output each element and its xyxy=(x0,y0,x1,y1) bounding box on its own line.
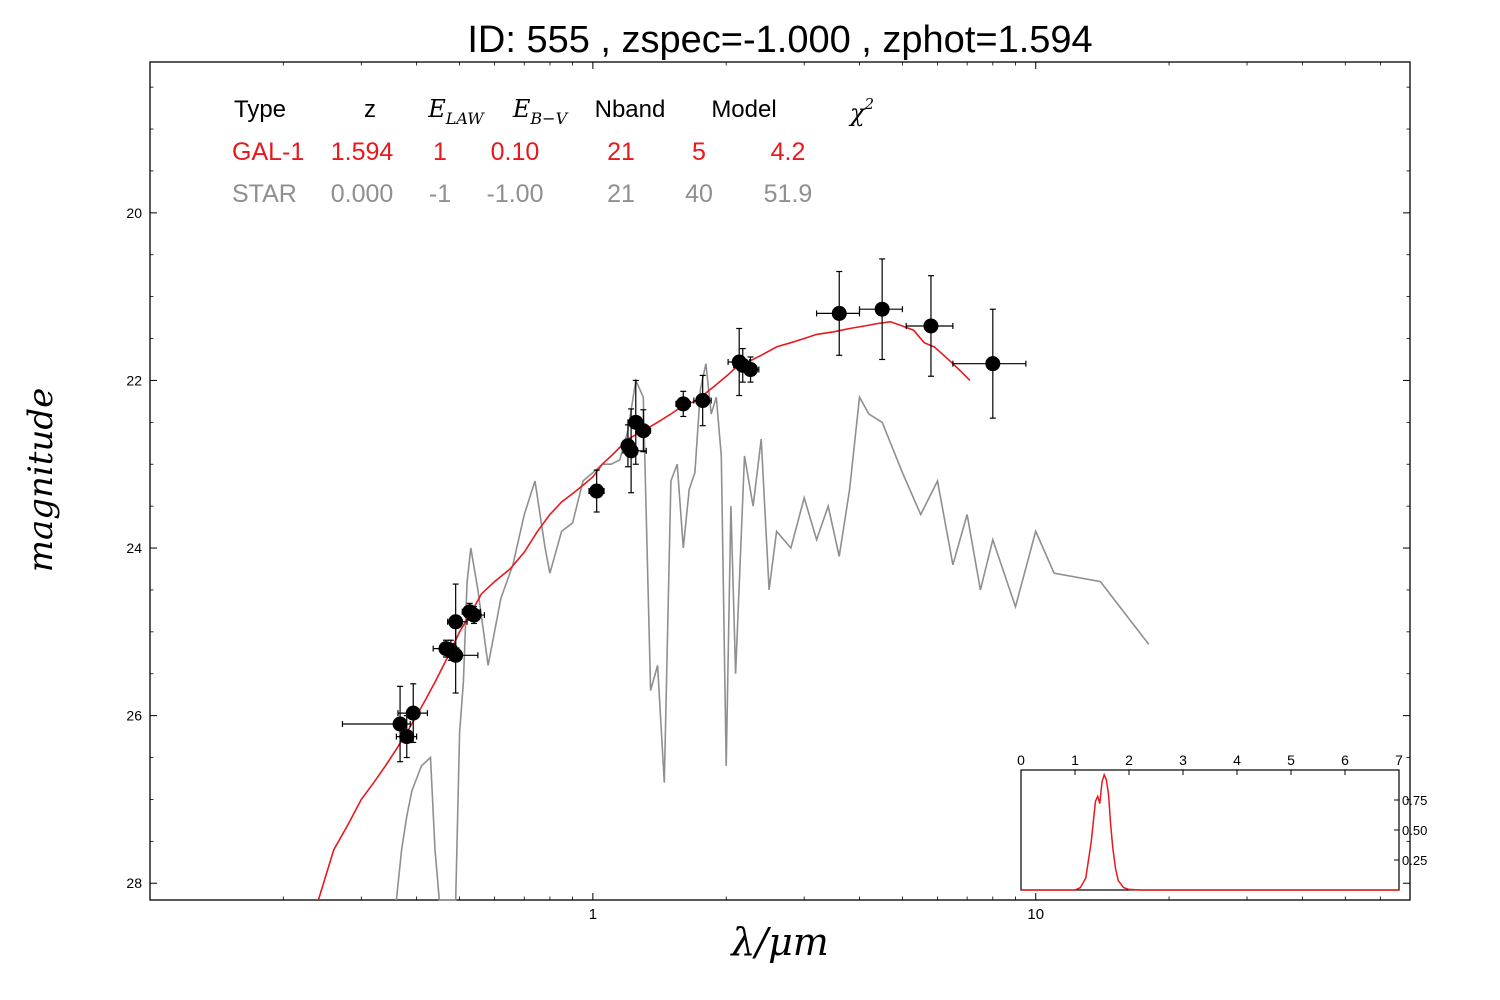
data-point-marker xyxy=(448,614,464,630)
y-tick-label: 20 xyxy=(126,205,142,221)
photometry-point xyxy=(815,270,861,356)
photometry-point xyxy=(341,685,411,763)
fit-table-header: Model xyxy=(711,96,776,123)
inset-y-tick-label: 0.50 xyxy=(1402,823,1427,838)
fit-table-cell: 0.10 xyxy=(491,138,540,166)
inset-x-tick-label: 7 xyxy=(1395,752,1403,768)
photometry-point xyxy=(858,258,904,361)
y-tick-label: 24 xyxy=(126,540,142,556)
fit-table-cell: -1 xyxy=(429,180,451,208)
fit-table: Type z ELAW EB−V Nband Model χ2 GAL-1 1.594 1 0.10… xyxy=(232,95,874,208)
fit-table-cell: 40 xyxy=(685,180,713,208)
y-tick-label: 26 xyxy=(126,708,142,724)
x-tick-label: 10 xyxy=(1027,906,1044,923)
inset-x-tick-label: 2 xyxy=(1125,752,1133,768)
fit-table-cell: 21 xyxy=(607,138,635,166)
data-point-marker xyxy=(874,301,890,317)
pdz-line xyxy=(1021,772,1399,891)
data-point-marker xyxy=(623,443,639,459)
star-model-line xyxy=(395,363,1150,901)
fit-table-header: Nband xyxy=(595,96,666,123)
data-point-marker xyxy=(405,705,421,721)
photometry-point xyxy=(693,374,712,427)
photometry-point xyxy=(397,683,428,744)
data-point-marker xyxy=(985,356,1001,372)
photometry-point xyxy=(447,583,468,661)
y-tick-label: 28 xyxy=(126,875,142,891)
chart-title: ID: 555 , zspec=-1.000 , zphot=1.594 xyxy=(467,19,1092,61)
inset-x-tick-label: 0 xyxy=(1017,752,1025,768)
inset-y-tick-label: 0.75 xyxy=(1402,793,1427,808)
fit-table-header: z xyxy=(364,96,376,123)
data-point-marker xyxy=(923,318,939,334)
inset-frame xyxy=(1020,769,1400,891)
photometry-point xyxy=(675,390,691,418)
photometry-point xyxy=(635,409,652,453)
photometry-points xyxy=(341,258,1027,763)
fit-table-cell: 1.594 xyxy=(331,138,394,166)
photometry-point xyxy=(395,715,418,759)
fit-table-header: ELAW xyxy=(427,95,485,128)
inset-x-tick-label: 5 xyxy=(1287,752,1295,768)
fit-table-cell: 5 xyxy=(692,138,706,166)
inset-x-tick-label: 1 xyxy=(1071,752,1079,768)
photometry-point xyxy=(741,356,760,383)
data-point-marker xyxy=(399,729,415,745)
data-point-marker xyxy=(392,716,408,732)
fit-table-cell: 21 xyxy=(607,180,635,208)
photometry-point xyxy=(588,469,605,513)
fit-table-cell: 0.000 xyxy=(331,180,394,208)
fit-table-cell: -1.00 xyxy=(487,180,544,208)
data-point-marker xyxy=(695,393,711,409)
x-axis-label: λ/μm xyxy=(729,920,829,964)
star-model-series xyxy=(395,363,1150,901)
fit-table-header: EB−V xyxy=(512,95,569,128)
photometry-point xyxy=(466,606,486,625)
inset-x-tick-label: 4 xyxy=(1233,752,1241,768)
photometry-point xyxy=(952,308,1027,419)
photometry-point xyxy=(905,275,954,377)
data-point-marker xyxy=(743,362,759,378)
fit-table-cell: GAL-1 xyxy=(232,138,304,166)
inset-x-tick-label: 6 xyxy=(1341,752,1349,768)
fit-table-cell: STAR xyxy=(232,180,297,208)
fit-table-cell: 1 xyxy=(433,138,447,166)
y-axis-label: magnitude xyxy=(21,388,61,573)
data-point-marker xyxy=(831,305,847,321)
data-point-marker xyxy=(635,423,651,439)
plot-frame xyxy=(149,61,1411,901)
data-point-marker xyxy=(675,396,691,412)
data-point-marker xyxy=(466,607,482,623)
fit-table-cell: 4.2 xyxy=(771,138,806,166)
inset-y-tick-label: 0.25 xyxy=(1402,853,1427,868)
data-point-marker xyxy=(589,483,605,499)
inset-x-tick-label: 3 xyxy=(1179,752,1187,768)
fit-table-header: χ2 xyxy=(848,95,874,127)
x-tick-label: 1 xyxy=(589,906,597,923)
pdz-inset: 0 1 2 3 4 5 6 7 0.25 0.50 0.75 xyxy=(1017,752,1427,891)
fit-table-header: Type xyxy=(234,96,286,123)
y-tick-label: 22 xyxy=(126,372,142,388)
fit-table-cell: 51.9 xyxy=(764,180,813,208)
